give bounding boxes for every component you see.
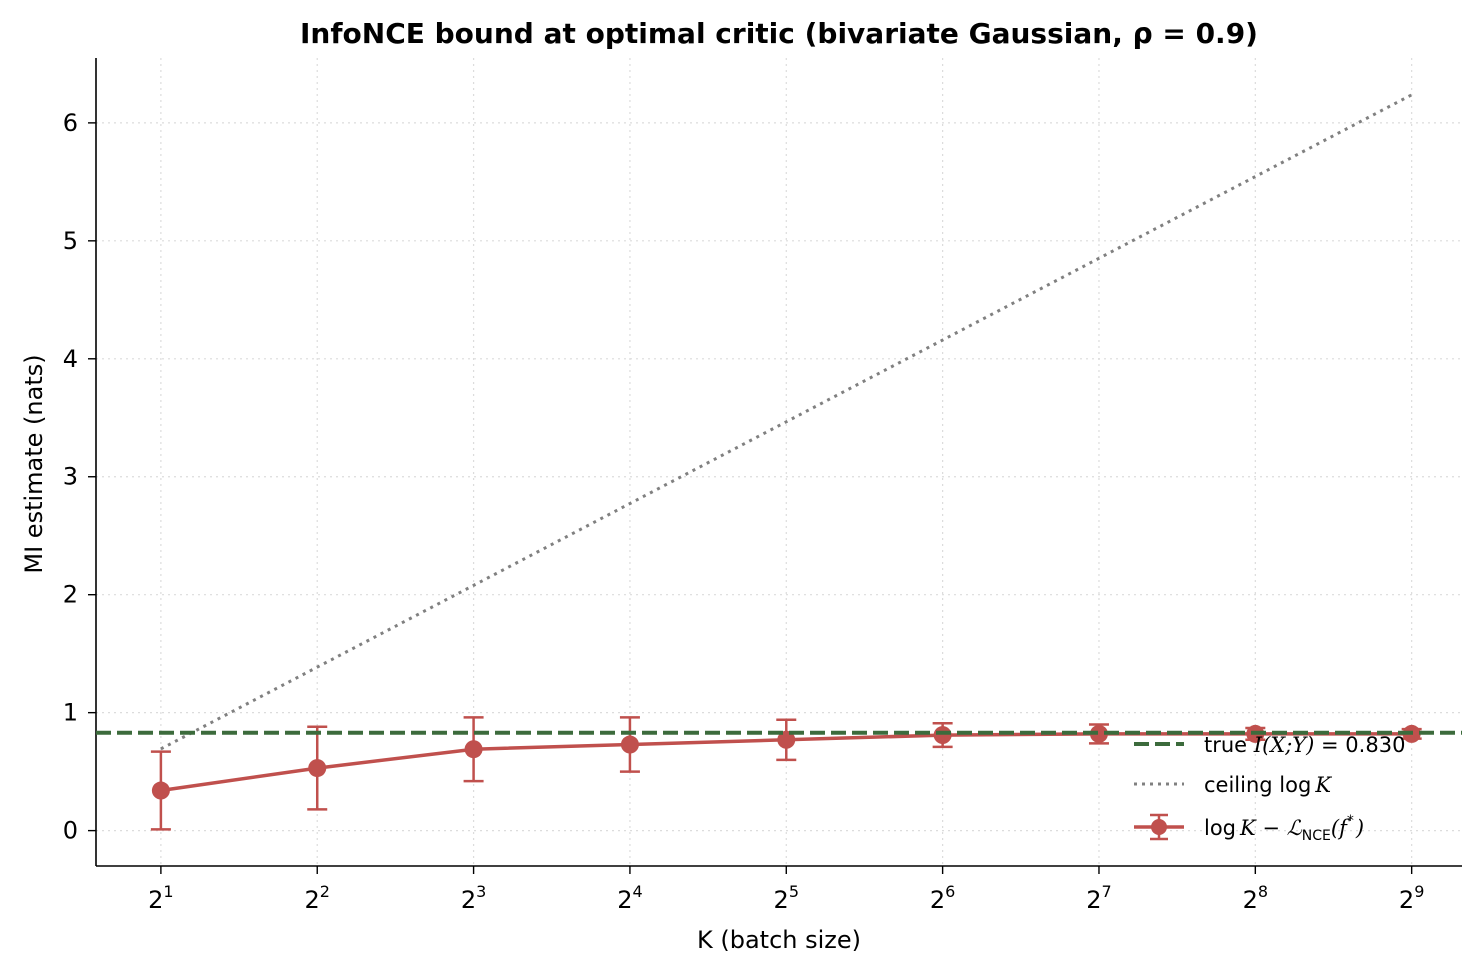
- infonce-point: [464, 740, 483, 759]
- infonce-point: [933, 726, 952, 745]
- plot-area: [96, 93, 1462, 831]
- legend-nce-swatch-marker: [1151, 819, 1167, 835]
- chart-title: InfoNCE bound at optimal critic (bivaria…: [300, 17, 1258, 50]
- y-tick-label: 0: [63, 817, 78, 845]
- infonce-point: [308, 759, 327, 778]
- infonce-point: [777, 730, 796, 749]
- infonce-point: [1089, 724, 1108, 743]
- x-tick-label: 23: [461, 882, 486, 914]
- y-tick-label: 5: [63, 227, 78, 255]
- y-axis-label: MI estimate (nats): [20, 354, 48, 573]
- legend-true-label: true I(X;Y) = 0.830: [1204, 733, 1405, 757]
- y-tick-label: 6: [63, 109, 78, 137]
- y-tick-label: 2: [63, 581, 78, 609]
- x-axis-label: K (batch size): [697, 926, 861, 954]
- ceiling-logk-line: [160, 93, 1413, 751]
- infonce-point: [620, 735, 639, 754]
- x-tick-label: 22: [305, 882, 330, 914]
- y-tick-label: 4: [63, 345, 78, 373]
- x-tick-label: 21: [148, 882, 173, 914]
- legend: true I(X;Y) = 0.830 ceiling log K log K − …: [1134, 733, 1405, 844]
- infonce-point: [151, 781, 170, 800]
- legend-ceiling-label: ceiling log K: [1204, 773, 1332, 797]
- y-tick-label: 1: [63, 699, 78, 727]
- x-tick-label: 29: [1399, 882, 1424, 914]
- x-tick-label: 25: [774, 882, 799, 914]
- x-tick-label: 28: [1243, 882, 1268, 914]
- y-tick-label: 3: [63, 463, 78, 491]
- x-tick-label: 24: [617, 882, 642, 914]
- x-tick-label: 26: [930, 882, 955, 914]
- legend-nce-label: log K − ℒNCE(f*): [1204, 813, 1364, 844]
- x-tick-label: 27: [1086, 882, 1111, 914]
- y-ticks: 0 1 2 3 4 5 6: [63, 109, 96, 845]
- x-ticks: 21 22 23 24 25 26 27 28 29: [148, 866, 1424, 914]
